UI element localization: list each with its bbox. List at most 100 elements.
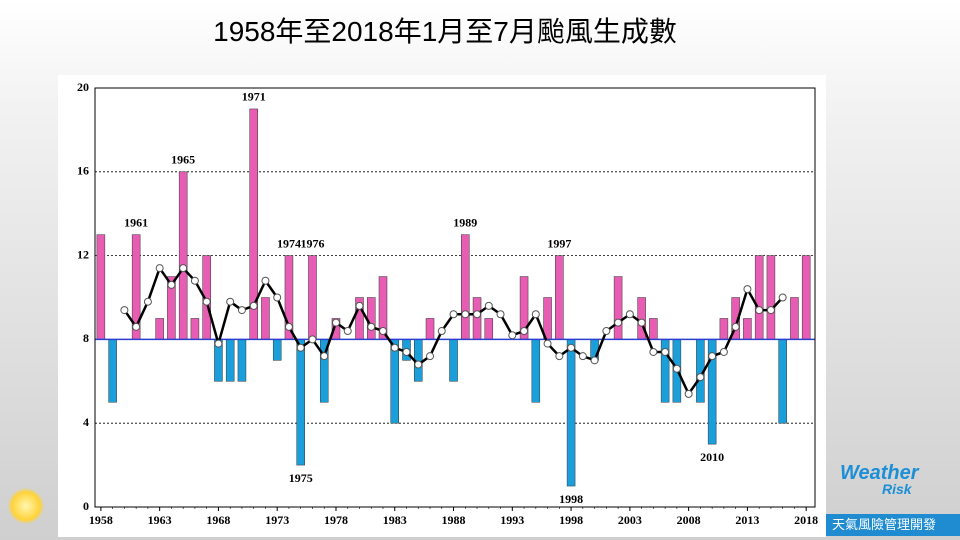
trend-marker — [590, 356, 599, 365]
trend-marker — [355, 301, 364, 310]
x-tick-label: 1958 — [89, 513, 113, 527]
annotation: 1974 — [277, 236, 301, 250]
bar — [108, 339, 117, 403]
trend-marker — [202, 297, 211, 306]
logo-name: Weather — [840, 462, 919, 484]
bar — [649, 318, 658, 340]
trend-marker — [426, 352, 435, 361]
company-name: 天氣風險管理開發 — [826, 514, 960, 536]
bar — [790, 297, 799, 340]
trend-marker — [602, 327, 611, 336]
trend-marker — [331, 318, 340, 327]
trend-marker — [320, 352, 329, 361]
trend-marker — [649, 347, 658, 356]
trend-marker — [284, 322, 293, 331]
y-tick-label: 8 — [83, 331, 89, 345]
annotation: 2010 — [700, 450, 724, 464]
trend-marker — [755, 306, 764, 315]
plot-frame — [94, 87, 816, 508]
annotation: 1989 — [453, 215, 477, 229]
x-tick-label: 2018 — [794, 513, 818, 527]
trend-marker — [637, 318, 646, 327]
bar — [566, 339, 576, 487]
bar — [390, 339, 400, 424]
trend-marker — [567, 343, 576, 352]
annotation: 1976 — [300, 236, 324, 250]
logo: Weather Risk — [840, 462, 950, 497]
x-tick-label: 2003 — [618, 513, 642, 527]
trend-marker — [155, 264, 164, 273]
trend-marker — [308, 335, 317, 344]
trend-marker — [672, 364, 681, 373]
bar — [754, 255, 764, 340]
trend-marker — [179, 264, 188, 273]
bar — [272, 339, 282, 361]
trend-marker — [778, 293, 787, 302]
trend-marker — [214, 339, 223, 348]
trend-marker — [543, 339, 552, 348]
bar — [801, 255, 811, 340]
bar — [261, 297, 270, 340]
bar — [237, 339, 247, 382]
trend-marker — [508, 331, 517, 340]
trend-marker — [719, 347, 728, 356]
trend-marker — [684, 389, 693, 398]
bar — [555, 255, 564, 340]
trend-marker — [696, 373, 705, 382]
trend-marker — [120, 306, 129, 315]
trend-marker — [555, 352, 564, 361]
trend-marker — [731, 322, 740, 331]
trend-marker — [437, 327, 446, 336]
trend-marker — [661, 347, 670, 356]
trend-marker — [414, 360, 423, 369]
trend-marker — [402, 347, 411, 356]
trend-marker — [143, 297, 152, 306]
trend-marker — [766, 306, 775, 315]
y-tick-label: 0 — [83, 499, 89, 513]
bar — [308, 255, 317, 340]
annotation: 1975 — [289, 471, 313, 485]
x-tick-label: 1993 — [500, 513, 524, 527]
bar — [613, 276, 623, 340]
x-tick-label: 1983 — [383, 513, 407, 527]
bar — [637, 297, 646, 340]
trend-marker — [390, 343, 399, 352]
bar — [472, 297, 482, 340]
trend-marker — [343, 327, 352, 336]
bar — [366, 297, 376, 340]
x-tick-label: 2008 — [677, 513, 701, 527]
trend-marker — [743, 285, 752, 294]
x-tick-label: 1968 — [206, 513, 230, 527]
trend-marker — [167, 280, 176, 289]
sun-icon — [8, 488, 44, 524]
trend-marker — [367, 322, 376, 331]
x-tick-label: 1978 — [324, 513, 348, 527]
x-tick-label: 1998 — [559, 513, 583, 527]
trend-marker — [484, 301, 493, 310]
chart: 0 4 8 12 16 20 1958 1963 1968 1973 1978 1983 1988 199… — [58, 75, 826, 537]
bar — [190, 318, 200, 340]
trend-marker — [449, 310, 458, 319]
annotation: 1971 — [242, 90, 266, 104]
bar — [225, 339, 235, 382]
bar — [96, 234, 106, 340]
trend-marker — [226, 297, 235, 306]
bar — [178, 171, 188, 340]
x-tick-label: 2013 — [735, 513, 759, 527]
y-tick-label: 16 — [77, 164, 89, 178]
trend-marker — [132, 322, 141, 331]
annotation: 1997 — [547, 236, 571, 250]
bar — [766, 255, 776, 340]
y-tick-label: 12 — [77, 247, 89, 261]
bar — [543, 297, 552, 340]
trend-marker — [273, 293, 282, 302]
y-tick-label: 20 — [77, 80, 89, 94]
trend-marker — [531, 310, 540, 319]
trend-marker — [461, 310, 470, 319]
x-tick-label: 1963 — [148, 513, 172, 527]
chart-title: 1958年至2018年1月至7月颱風生成數 — [213, 16, 677, 47]
trend-marker — [473, 310, 482, 319]
trend-marker — [496, 310, 505, 319]
x-tick-label: 1988 — [442, 513, 466, 527]
